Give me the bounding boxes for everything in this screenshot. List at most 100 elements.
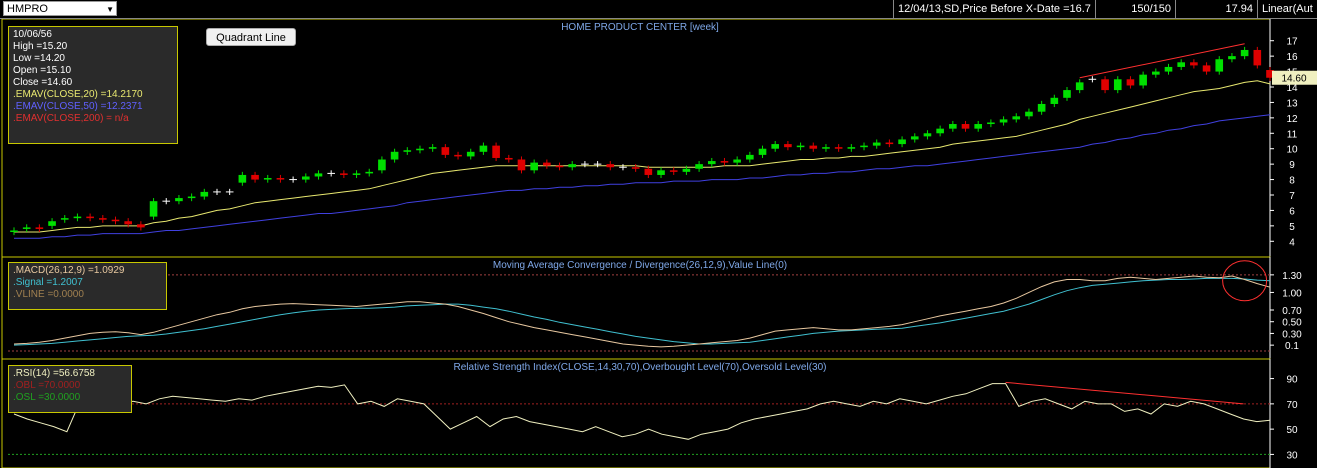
candle-body [22, 227, 31, 229]
candle-body [974, 124, 983, 129]
candle-body [403, 150, 412, 152]
info-ema20: .EMAV(CLOSE,20) =14.2170 [13, 89, 143, 100]
candle-body [847, 147, 856, 149]
candle-body [949, 124, 957, 129]
info-open: Open =15.10 [13, 65, 72, 76]
candle-body [251, 174, 259, 180]
y-tick-label: 11 [1287, 129, 1298, 140]
rsi-line [13, 383, 1271, 440]
info-osl: .OSL =30.0000 [13, 392, 81, 403]
candle-body [1025, 111, 1033, 117]
candle-body [416, 148, 424, 151]
price-trend-line [1079, 43, 1245, 79]
candle-body [923, 133, 932, 137]
candle-body [352, 173, 361, 175]
info-ema200: .EMAV(CLOSE,200) = n/a [13, 113, 129, 124]
y-tick-label: 90 [1286, 375, 1298, 386]
candle-body [60, 218, 69, 220]
candle-body [1113, 79, 1122, 91]
info-macd: .MACD(26,12,9) =1.0929 [13, 265, 125, 276]
candle-body [1202, 65, 1211, 72]
candle-body [263, 178, 272, 180]
ema50-line [14, 114, 1271, 239]
candle-body [834, 147, 843, 149]
candle-body [1190, 62, 1198, 66]
info-vline: .VLINE =0.0000 [13, 289, 84, 300]
candle-body [1075, 82, 1084, 91]
candle-body [809, 145, 818, 149]
candle-body [86, 216, 94, 219]
y-tick-label: 4 [1289, 237, 1295, 248]
bar-count: 150/150 [1095, 0, 1175, 18]
candle-body [10, 230, 18, 233]
y-tick-label: 8 [1289, 176, 1295, 187]
panel-border [1, 358, 1271, 468]
candle-body [682, 168, 691, 172]
candle-body [695, 164, 703, 169]
candle-body [860, 145, 868, 148]
y-tick-label: 6 [1289, 206, 1295, 217]
candle-body [872, 142, 881, 146]
ema20-line [14, 80, 1271, 233]
candle-body [885, 142, 894, 145]
candle-body [238, 174, 247, 183]
candle-body [910, 136, 919, 140]
candle-body [1266, 70, 1274, 78]
rsi-info-box: .RSI(14) =56.6758 .OBL =70.0000 .OSL =30… [8, 365, 132, 413]
candle-body [48, 221, 56, 226]
candle-body [365, 171, 374, 174]
candle-body [466, 151, 475, 157]
candle-body [340, 173, 348, 175]
info-high: High =15.20 [13, 41, 68, 52]
y-tick-label: 5 [1289, 222, 1295, 233]
candle-body [1050, 97, 1059, 104]
last-price: 17.94 [1175, 0, 1257, 18]
y-tick-label: 16 [1286, 52, 1298, 63]
candle-body [771, 144, 780, 149]
status-date: 12/04/13,SD,Price Before X-Date =16.7 [893, 0, 1095, 18]
candle-body [111, 219, 120, 222]
candle-body [504, 157, 513, 160]
candle-body [301, 176, 310, 180]
y-tick-label: 0.70 [1282, 306, 1302, 317]
chevron-down-icon[interactable]: ▼ [106, 5, 114, 14]
panel-border [1, 256, 1271, 360]
candle-body [149, 201, 158, 217]
y-tick-label: 12 [1286, 114, 1298, 125]
y-tick-label: 0.1 [1285, 341, 1299, 352]
candle-body [35, 227, 44, 229]
candle-body [543, 162, 551, 166]
candle-body [73, 216, 82, 219]
last-value-label: 14.60 [1281, 74, 1306, 85]
candle-body [631, 167, 640, 169]
macd-circle-annotation [1222, 260, 1268, 302]
candle-body [758, 148, 767, 155]
scale-mode[interactable]: Linear(Aut [1257, 0, 1317, 18]
info-close: Close =14.60 [13, 77, 73, 88]
candle-body [378, 159, 386, 171]
candle-body [746, 154, 754, 160]
y-tick-label: 0.30 [1282, 329, 1302, 340]
chart-canvas[interactable]: HOME PRODUCT CENTER [week] Moving Average… [0, 19, 1317, 468]
candle-body [1037, 103, 1046, 112]
candle-body [1240, 49, 1249, 57]
panel-title: Relative Strength Index(CLOSE,14,30,70),… [454, 362, 827, 373]
candle-body [657, 170, 665, 175]
candle-body [898, 139, 906, 145]
rsi-trend-line [1005, 381, 1244, 405]
candle-body [999, 119, 1008, 123]
macd-line [13, 275, 1271, 348]
candle-body [1126, 79, 1135, 86]
candle-body [1164, 66, 1173, 72]
candle-body [124, 221, 132, 225]
y-tick-label: 0.50 [1282, 318, 1302, 329]
candle-body [441, 147, 450, 155]
macd-info-box: .MACD(26,12,9) =1.0929 .Signal =1.2007 .… [8, 262, 167, 310]
candle-body [479, 145, 488, 152]
candle-body [961, 124, 970, 129]
candle-body [796, 145, 805, 148]
quadrant-line-button[interactable]: Quadrant Line [206, 28, 296, 46]
y-tick-label: 13 [1286, 98, 1298, 109]
symbol-select[interactable]: HMPRO ▼ [3, 1, 117, 16]
candle-body [568, 164, 577, 168]
